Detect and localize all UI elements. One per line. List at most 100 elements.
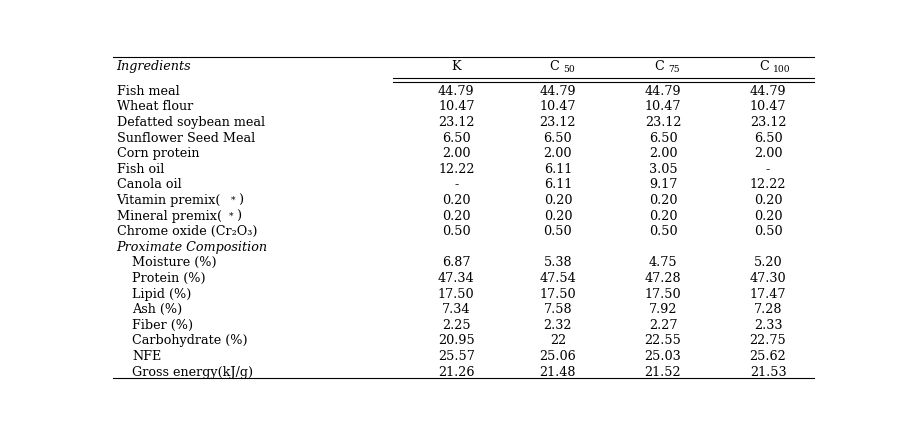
Text: 23.12: 23.12 bbox=[749, 116, 786, 129]
Text: 7.28: 7.28 bbox=[753, 303, 781, 316]
Text: -: - bbox=[765, 163, 769, 176]
Text: 6.87: 6.87 bbox=[442, 256, 470, 269]
Text: Ash (%): Ash (%) bbox=[132, 303, 182, 316]
Text: K: K bbox=[451, 60, 461, 73]
Text: Gross energy(kJ/g): Gross energy(kJ/g) bbox=[132, 365, 253, 379]
Text: C: C bbox=[549, 60, 559, 73]
Text: 47.28: 47.28 bbox=[644, 272, 681, 285]
Text: 22.75: 22.75 bbox=[749, 334, 786, 347]
Text: 4.75: 4.75 bbox=[648, 256, 676, 269]
Text: 7.34: 7.34 bbox=[442, 303, 470, 316]
Text: 10.47: 10.47 bbox=[644, 100, 681, 114]
Text: 0.20: 0.20 bbox=[648, 210, 676, 222]
Text: 2.27: 2.27 bbox=[648, 319, 676, 332]
Text: 0.50: 0.50 bbox=[753, 225, 781, 238]
Text: 6.50: 6.50 bbox=[442, 132, 470, 145]
Text: Fiber (%): Fiber (%) bbox=[132, 319, 193, 332]
Text: 10.47: 10.47 bbox=[749, 100, 786, 114]
Text: 0.20: 0.20 bbox=[753, 194, 781, 207]
Text: Carbohydrate (%): Carbohydrate (%) bbox=[132, 334, 247, 347]
Text: Chrome oxide (Cr₂O₃): Chrome oxide (Cr₂O₃) bbox=[116, 225, 256, 238]
Text: 0.50: 0.50 bbox=[442, 225, 470, 238]
Text: Sunflower Seed Meal: Sunflower Seed Meal bbox=[116, 132, 255, 145]
Text: 23.12: 23.12 bbox=[539, 116, 575, 129]
Text: 44.79: 44.79 bbox=[539, 85, 575, 98]
Text: 9.17: 9.17 bbox=[648, 179, 676, 191]
Text: 2.00: 2.00 bbox=[543, 147, 572, 160]
Text: 25.57: 25.57 bbox=[437, 350, 474, 363]
Text: 6.50: 6.50 bbox=[648, 132, 676, 145]
Text: *: * bbox=[229, 211, 234, 220]
Text: 6.11: 6.11 bbox=[544, 163, 572, 176]
Text: 17.47: 17.47 bbox=[749, 287, 786, 300]
Text: 2.00: 2.00 bbox=[648, 147, 676, 160]
Text: 25.62: 25.62 bbox=[749, 350, 786, 363]
Text: 0.20: 0.20 bbox=[442, 210, 470, 222]
Text: NFE: NFE bbox=[132, 350, 161, 363]
Text: 12.22: 12.22 bbox=[438, 163, 474, 176]
Text: 7.92: 7.92 bbox=[648, 303, 676, 316]
Text: Corn protein: Corn protein bbox=[116, 147, 199, 160]
Text: Defatted soybean meal: Defatted soybean meal bbox=[116, 116, 265, 129]
Text: 21.26: 21.26 bbox=[438, 365, 474, 379]
Text: 20.95: 20.95 bbox=[437, 334, 474, 347]
Text: ): ) bbox=[237, 194, 243, 207]
Text: 44.79: 44.79 bbox=[644, 85, 681, 98]
Text: 0.20: 0.20 bbox=[543, 194, 572, 207]
Text: 0.50: 0.50 bbox=[543, 225, 572, 238]
Text: 12.22: 12.22 bbox=[749, 179, 786, 191]
Text: 25.03: 25.03 bbox=[644, 350, 681, 363]
Text: 0.20: 0.20 bbox=[753, 210, 781, 222]
Text: Canola oil: Canola oil bbox=[116, 179, 182, 191]
Text: Lipid (%): Lipid (%) bbox=[132, 287, 191, 300]
Text: 100: 100 bbox=[772, 65, 790, 73]
Text: 17.50: 17.50 bbox=[437, 287, 474, 300]
Text: 5.20: 5.20 bbox=[753, 256, 781, 269]
Text: 47.30: 47.30 bbox=[749, 272, 786, 285]
Text: 0.20: 0.20 bbox=[648, 194, 676, 207]
Text: 2.25: 2.25 bbox=[442, 319, 470, 332]
Text: C: C bbox=[654, 60, 664, 73]
Text: C: C bbox=[759, 60, 768, 73]
Text: Moisture (%): Moisture (%) bbox=[132, 256, 217, 269]
Text: *: * bbox=[230, 196, 235, 205]
Text: ): ) bbox=[236, 210, 241, 222]
Text: 23.12: 23.12 bbox=[644, 116, 681, 129]
Text: 47.34: 47.34 bbox=[437, 272, 474, 285]
Text: 23.12: 23.12 bbox=[438, 116, 474, 129]
Text: -: - bbox=[453, 179, 458, 191]
Text: 21.52: 21.52 bbox=[644, 365, 681, 379]
Text: 6.50: 6.50 bbox=[753, 132, 781, 145]
Text: 21.53: 21.53 bbox=[749, 365, 786, 379]
Text: 21.48: 21.48 bbox=[539, 365, 575, 379]
Text: Fish oil: Fish oil bbox=[116, 163, 163, 176]
Text: 3.05: 3.05 bbox=[648, 163, 676, 176]
Text: 6.50: 6.50 bbox=[543, 132, 572, 145]
Text: Mineral premix(: Mineral premix( bbox=[116, 210, 221, 222]
Text: 22: 22 bbox=[549, 334, 565, 347]
Text: 2.00: 2.00 bbox=[753, 147, 781, 160]
Text: Proximate Composition: Proximate Composition bbox=[116, 241, 267, 254]
Text: Fish meal: Fish meal bbox=[116, 85, 179, 98]
Text: Ingredients: Ingredients bbox=[116, 60, 191, 73]
Text: 47.54: 47.54 bbox=[539, 272, 575, 285]
Text: 44.79: 44.79 bbox=[437, 85, 474, 98]
Text: 2.00: 2.00 bbox=[442, 147, 470, 160]
Text: Protein (%): Protein (%) bbox=[132, 272, 205, 285]
Text: 17.50: 17.50 bbox=[539, 287, 575, 300]
Text: 0.50: 0.50 bbox=[648, 225, 676, 238]
Text: 5.38: 5.38 bbox=[543, 256, 572, 269]
Text: 7.58: 7.58 bbox=[543, 303, 572, 316]
Text: 2.33: 2.33 bbox=[753, 319, 781, 332]
Text: 0.20: 0.20 bbox=[543, 210, 572, 222]
Text: 6.11: 6.11 bbox=[544, 179, 572, 191]
Text: 0.20: 0.20 bbox=[442, 194, 470, 207]
Text: 2.32: 2.32 bbox=[543, 319, 572, 332]
Text: 17.50: 17.50 bbox=[644, 287, 681, 300]
Text: 25.06: 25.06 bbox=[539, 350, 575, 363]
Text: Vitamin premix(: Vitamin premix( bbox=[116, 194, 220, 207]
Text: 10.47: 10.47 bbox=[539, 100, 575, 114]
Text: 75: 75 bbox=[667, 65, 679, 73]
Text: 50: 50 bbox=[563, 65, 574, 73]
Text: 44.79: 44.79 bbox=[749, 85, 786, 98]
